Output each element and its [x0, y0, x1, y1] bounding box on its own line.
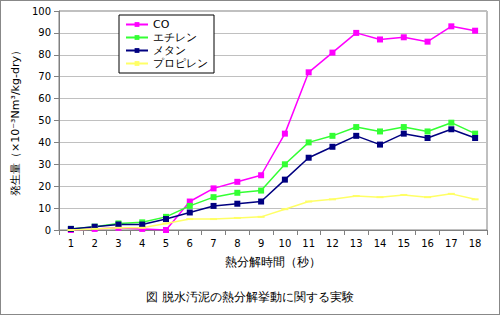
svg-text:10: 10 [279, 238, 292, 249]
svg-text:16: 16 [421, 238, 434, 249]
svg-text:60: 60 [38, 93, 51, 104]
svg-text:発生量（×10⁻³Nm³/kg-dry）: 発生量（×10⁻³Nm³/kg-dry） [9, 45, 22, 196]
svg-text:80: 80 [38, 49, 51, 60]
svg-text:メタン: メタン [153, 44, 186, 57]
svg-text:90: 90 [38, 27, 51, 38]
svg-text:8: 8 [234, 238, 240, 249]
svg-text:0: 0 [45, 225, 51, 236]
svg-text:50: 50 [38, 115, 51, 126]
svg-text:30: 30 [38, 159, 51, 170]
svg-text:20: 20 [38, 181, 51, 192]
svg-text:9: 9 [258, 238, 264, 249]
svg-text:12: 12 [326, 238, 339, 249]
svg-text:エチレン: エチレン [153, 31, 197, 44]
svg-text:CO: CO [153, 18, 170, 31]
svg-text:11: 11 [302, 238, 315, 249]
svg-text:17: 17 [445, 238, 458, 249]
svg-text:70: 70 [38, 71, 51, 82]
svg-text:40: 40 [38, 137, 51, 148]
svg-text:熱分解時間（秒）: 熱分解時間（秒） [225, 255, 321, 269]
svg-text:4: 4 [139, 238, 145, 249]
svg-text:図 脱水汚泥の熱分解挙動に関する実験: 図 脱水汚泥の熱分解挙動に関する実験 [146, 290, 354, 304]
svg-text:18: 18 [469, 238, 482, 249]
svg-text:13: 13 [350, 238, 363, 249]
svg-text:5: 5 [163, 238, 169, 249]
svg-text:14: 14 [374, 238, 387, 249]
svg-text:6: 6 [187, 238, 193, 249]
svg-text:7: 7 [210, 238, 216, 249]
svg-text:15: 15 [397, 238, 410, 249]
svg-text:10: 10 [38, 203, 51, 214]
svg-text:3: 3 [115, 238, 121, 249]
svg-text:プロピレン: プロピレン [153, 57, 208, 70]
svg-text:1: 1 [68, 238, 74, 249]
svg-text:2: 2 [91, 238, 97, 249]
svg-text:100: 100 [32, 6, 51, 17]
